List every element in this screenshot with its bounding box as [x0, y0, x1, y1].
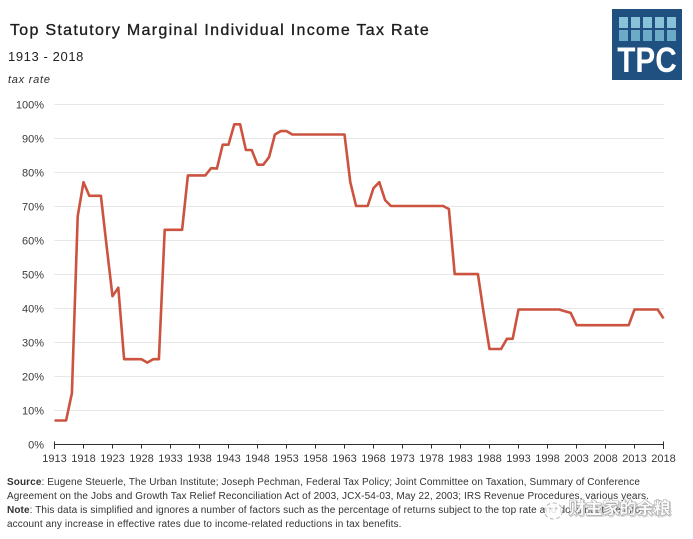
svg-text:1913: 1913 [42, 453, 66, 465]
svg-text:70%: 70% [22, 202, 44, 214]
svg-text:1988: 1988 [477, 453, 501, 465]
svg-text:2018: 2018 [651, 453, 675, 465]
svg-text:1958: 1958 [303, 453, 327, 465]
svg-text:50%: 50% [22, 270, 44, 282]
svg-text:1943: 1943 [216, 453, 240, 465]
svg-text:1928: 1928 [129, 453, 153, 465]
svg-text:2013: 2013 [622, 453, 646, 465]
svg-text:0%: 0% [28, 440, 44, 452]
svg-text:1918: 1918 [71, 453, 95, 465]
svg-text:1948: 1948 [245, 453, 269, 465]
svg-text:40%: 40% [22, 304, 44, 316]
svg-text:20%: 20% [22, 372, 44, 384]
svg-text:1923: 1923 [100, 453, 124, 465]
svg-text:60%: 60% [22, 236, 44, 248]
svg-text:100%: 100% [16, 100, 44, 112]
svg-text:1938: 1938 [187, 453, 211, 465]
svg-text:1953: 1953 [274, 453, 298, 465]
svg-text:10%: 10% [22, 406, 44, 418]
svg-text:1933: 1933 [158, 453, 182, 465]
svg-text:90%: 90% [22, 134, 44, 146]
svg-text:1993: 1993 [506, 453, 530, 465]
svg-text:1998: 1998 [535, 453, 559, 465]
svg-text:1963: 1963 [332, 453, 356, 465]
svg-text:2008: 2008 [593, 453, 617, 465]
svg-text:2003: 2003 [564, 453, 588, 465]
svg-text:1978: 1978 [419, 453, 443, 465]
svg-text:30%: 30% [22, 338, 44, 350]
svg-text:1973: 1973 [390, 453, 414, 465]
svg-text:1983: 1983 [448, 453, 472, 465]
svg-text:80%: 80% [22, 168, 44, 180]
svg-text:1968: 1968 [361, 453, 385, 465]
